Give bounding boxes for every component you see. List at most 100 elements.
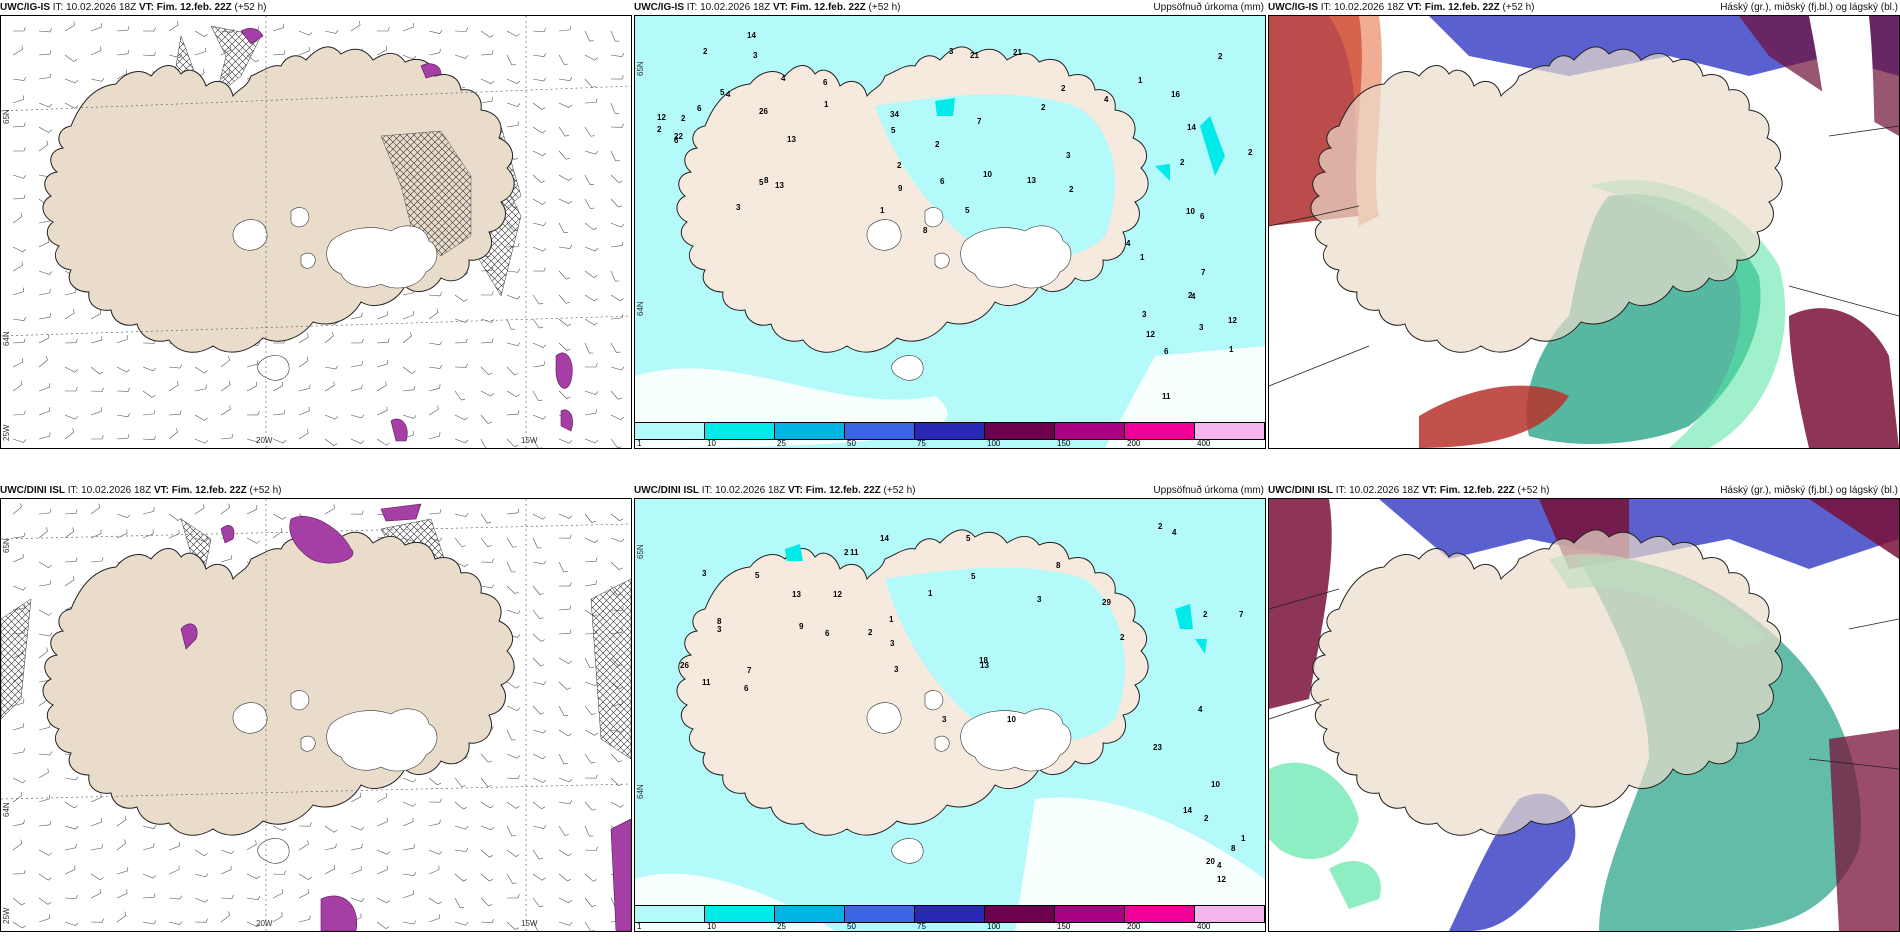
wind-barb — [90, 918, 104, 923]
wind-barb — [584, 846, 598, 851]
wind-barb — [220, 434, 234, 440]
wind-barb — [610, 561, 623, 570]
precip-value: 12 — [1228, 316, 1237, 325]
wind-barb — [194, 849, 208, 857]
panel-dini-wind: UWC/DINI ISL IT: 10.02.2026 18Z VT: Fim.… — [0, 483, 632, 933]
wind-barb — [12, 26, 26, 32]
wind-barb — [12, 819, 25, 827]
wind-barb — [532, 657, 545, 667]
precip-value: 2 — [1061, 84, 1066, 93]
wind-barb — [376, 865, 388, 875]
wind-barb — [12, 194, 26, 200]
cloud-map[interactable] — [1268, 498, 1900, 932]
cloud-map[interactable] — [1268, 15, 1900, 449]
precip-value: 14 — [1187, 123, 1196, 132]
wind-barb — [610, 537, 625, 543]
panel-igis-precip: UWC/IG-IS IT: 10.02.2026 18Z VT: Fim. 12… — [634, 0, 1266, 450]
wind-barb — [38, 140, 49, 152]
wind-barb — [64, 825, 79, 830]
wind-barb — [585, 363, 598, 368]
precip-value: 10 — [983, 170, 992, 179]
wind-barb — [480, 777, 492, 787]
wind-barb — [38, 383, 50, 392]
wind-barb — [12, 338, 26, 344]
wind-barb — [12, 921, 26, 929]
init-time: IT: 10.02.2026 18Z — [684, 2, 773, 13]
wind-barb — [454, 438, 469, 444]
wind-barb — [168, 513, 182, 521]
wind-barb — [454, 537, 466, 548]
legend-tick: 200 — [1127, 439, 1141, 448]
legend-swatch — [1055, 423, 1125, 439]
lat-label-64n: 64N — [636, 784, 645, 799]
valid-time: VT: Fim. 12.feb. 22Z — [1406, 2, 1500, 13]
wind-barb — [428, 509, 442, 515]
wind-barb — [428, 897, 442, 905]
color-legend: 1 10 25 50 75 100 150 200 400 — [635, 905, 1265, 931]
wind-barb — [376, 849, 391, 855]
precip-value: 1 — [1138, 76, 1143, 85]
wind-barb — [454, 54, 469, 59]
wind-barb — [12, 869, 26, 875]
wind-barb — [64, 843, 77, 851]
wind-barb — [558, 629, 572, 635]
wind-barb — [168, 410, 182, 416]
wind-barb — [532, 825, 547, 829]
model-name: UWC/IG-IS — [1268, 2, 1318, 13]
legend-tick: 1 — [637, 439, 642, 448]
wind-barb — [116, 69, 127, 80]
wind-barb — [194, 384, 207, 392]
wind-map[interactable]: 65N 64N 20W 15W 25W — [0, 15, 632, 449]
wind-barb — [12, 722, 25, 731]
precip-value: 11 — [702, 678, 711, 687]
wind-barb — [64, 527, 75, 539]
precip-map[interactable]: 1 2 2 2 2 6 2 3 6 2 4 14 13 10 3 3 1 12 9 11 13 21 16 26 7 6 22 21 1… — [634, 15, 1266, 449]
wind-barb — [220, 380, 231, 392]
wind-barb — [506, 102, 521, 107]
wind-barb — [168, 364, 183, 369]
wind-barb — [90, 77, 105, 82]
wind-barb — [64, 414, 79, 420]
clear-gap — [1809, 16, 1889, 316]
wind-barb — [610, 753, 623, 763]
wind-barb — [376, 817, 388, 827]
wind-barb — [454, 873, 467, 882]
wind-barb — [558, 102, 573, 109]
wind-barb — [584, 174, 595, 186]
wind-barb — [532, 222, 547, 227]
wind-barb — [350, 825, 365, 831]
wind-barb — [584, 246, 599, 252]
precip-value: 2 — [657, 125, 662, 134]
wind-barb — [298, 47, 310, 56]
precip-value: 3 — [1066, 151, 1071, 160]
lead-time: (+52 h) — [880, 485, 916, 496]
wind-barb — [298, 384, 311, 392]
precip-value: 2 — [1248, 148, 1253, 157]
wind-barb — [64, 557, 78, 563]
lead-time: (+52 h) — [1514, 485, 1550, 496]
wind-barb — [584, 873, 597, 882]
precip-value: 1 — [1229, 345, 1234, 354]
wind-barb — [506, 318, 516, 330]
lat-label-64n: 64N — [2, 802, 11, 817]
region-lines — [1269, 588, 1899, 770]
wind-map[interactable]: 65N 64N 20W 15W 25W — [0, 498, 632, 932]
precip-value: 6 — [823, 78, 828, 87]
precip-value: 1 — [928, 589, 933, 598]
wind-barb — [584, 774, 598, 779]
wind-barb — [610, 438, 622, 448]
wind-barb — [532, 126, 546, 134]
wind-barb — [532, 777, 547, 784]
precip-value: 7 — [977, 117, 982, 126]
cloud-map-svg — [1269, 16, 1899, 448]
precip-value: 2 — [844, 548, 849, 557]
wind-barb — [558, 294, 571, 304]
wind-barb — [480, 438, 487, 448]
wind-barb — [558, 150, 571, 160]
wind-barb — [480, 801, 494, 809]
wind-barb — [90, 503, 101, 515]
wind-barb — [454, 847, 469, 852]
wind-barb — [558, 222, 569, 234]
precip-map[interactable]: 1 2 5 8 14 11 5 7 6 10 8 11 18 20 13 13 10 26 29 23 12 14 12 8 5… — [634, 498, 1266, 932]
lon-label-20w: 20W — [256, 436, 273, 445]
